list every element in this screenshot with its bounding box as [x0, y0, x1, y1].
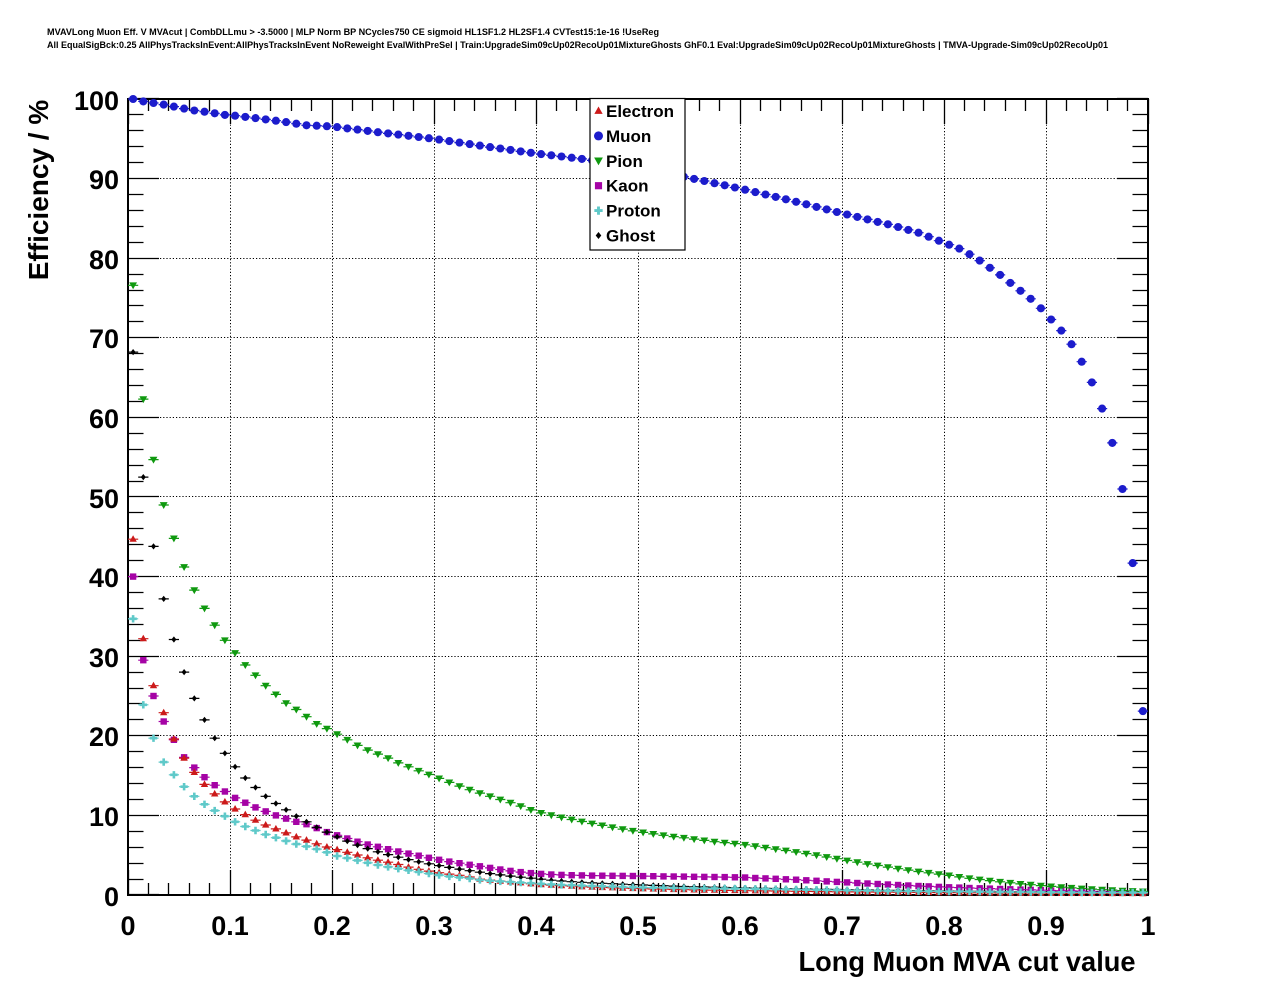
svg-text:70: 70	[89, 324, 119, 354]
svg-text:0: 0	[104, 882, 119, 912]
svg-text:Long Muon MVA cut value: Long Muon MVA cut value	[799, 946, 1136, 977]
svg-text:90: 90	[89, 165, 119, 195]
svg-text:0.8: 0.8	[925, 911, 963, 941]
svg-text:0.7: 0.7	[823, 911, 861, 941]
svg-text:0.6: 0.6	[721, 911, 759, 941]
svg-text:100: 100	[74, 86, 119, 116]
svg-text:0.1: 0.1	[211, 911, 249, 941]
svg-text:MVAVLong Muon Eff. V MVAcut |: MVAVLong Muon Eff. V MVAcut | CombDLLmu …	[47, 27, 659, 38]
svg-text:60: 60	[89, 404, 119, 434]
svg-text:10: 10	[89, 802, 119, 832]
svg-text:0.5: 0.5	[619, 911, 657, 941]
svg-text:0: 0	[120, 911, 135, 941]
svg-text:80: 80	[89, 245, 119, 275]
svg-text:30: 30	[89, 643, 119, 673]
svg-text:All EqualSigBck:0.25 AllPhysTr: All EqualSigBck:0.25 AllPhysTracksInEven…	[47, 40, 1109, 51]
svg-text:0.2: 0.2	[313, 911, 351, 941]
svg-text:0.4: 0.4	[517, 911, 555, 941]
svg-text:Ghost: Ghost	[606, 227, 655, 246]
svg-text:Efficiency / %: Efficiency / %	[23, 100, 54, 281]
svg-text:1: 1	[1140, 911, 1155, 941]
svg-text:0.3: 0.3	[415, 911, 453, 941]
svg-text:50: 50	[89, 484, 119, 514]
svg-text:20: 20	[89, 722, 119, 752]
svg-text:0.9: 0.9	[1027, 911, 1065, 941]
svg-text:Muon: Muon	[606, 127, 651, 146]
svg-text:Proton: Proton	[606, 202, 661, 221]
svg-text:Kaon: Kaon	[606, 177, 649, 196]
svg-text:40: 40	[89, 563, 119, 593]
svg-text:Pion: Pion	[606, 152, 643, 171]
svg-text:Electron: Electron	[606, 102, 674, 121]
